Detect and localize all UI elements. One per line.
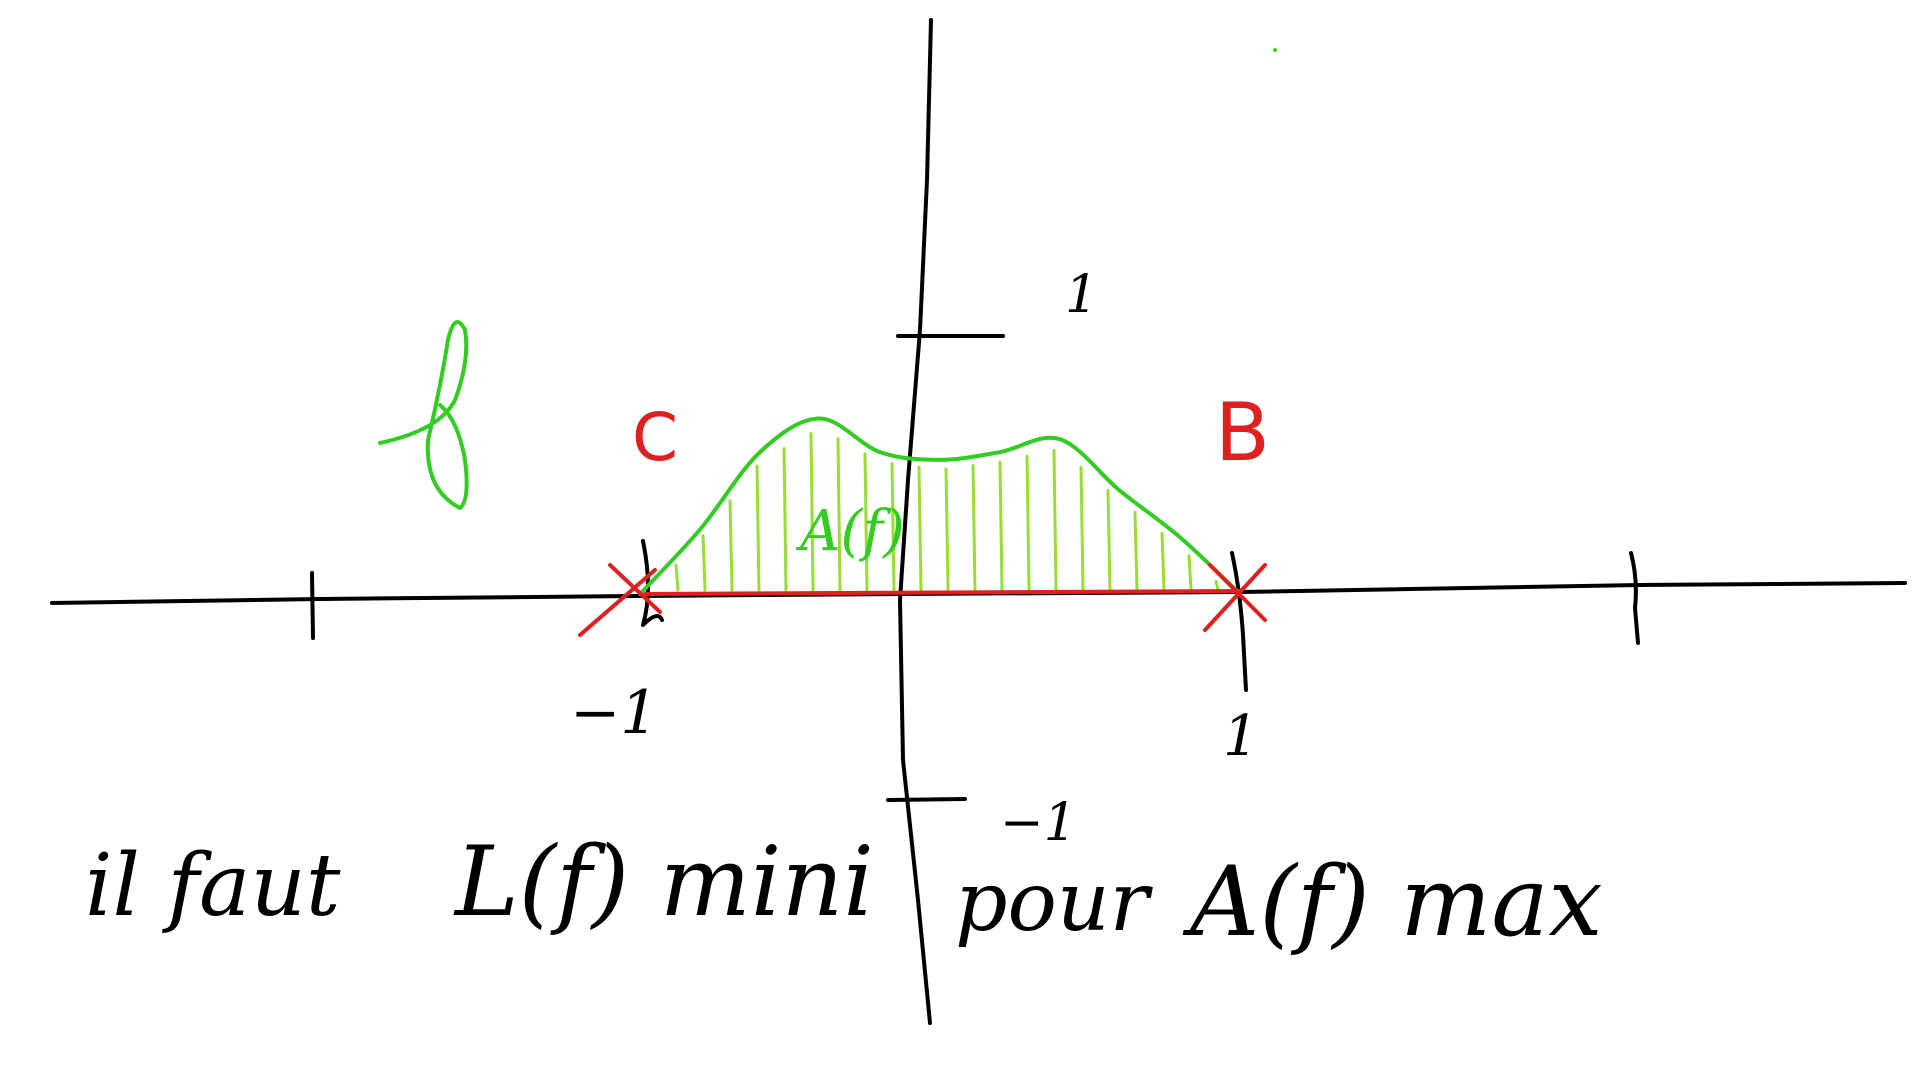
segment-cb xyxy=(638,589,1242,596)
point-c-mark xyxy=(578,563,662,637)
hatch-line xyxy=(998,460,1004,592)
hatch-line xyxy=(701,534,707,592)
x-tick-label-plus1: 1 xyxy=(1223,704,1259,769)
x-tick-minus1 xyxy=(641,539,664,627)
hatch-line xyxy=(863,452,869,592)
hatch-line xyxy=(890,462,896,592)
hatch-line xyxy=(1052,448,1058,592)
caption-length: L(f) mini xyxy=(453,826,874,938)
y-tick-minus1 xyxy=(886,797,967,802)
area-label: A(f) xyxy=(795,499,905,564)
caption-area: A(f) max xyxy=(1182,846,1603,958)
hatch-line xyxy=(728,499,734,592)
y-tick-label-plus1: 1 xyxy=(1065,265,1098,325)
hatch-line xyxy=(1025,454,1031,592)
area-hatching xyxy=(674,432,1220,592)
hatch-line xyxy=(1079,465,1085,592)
caption-pour: pour xyxy=(955,855,1154,950)
hatch-line xyxy=(971,464,977,592)
point-b-mark xyxy=(1203,563,1267,632)
x-tick-plus1 xyxy=(1230,551,1248,692)
y-tick-label-minus1: −1 xyxy=(1000,793,1077,853)
y-axis xyxy=(898,18,933,1025)
hatch-line xyxy=(755,464,761,592)
hatch-line xyxy=(1214,579,1220,592)
point-b-label: B xyxy=(1215,386,1270,479)
hatch-line xyxy=(1187,554,1193,592)
x-tick-label-minus1: −1 xyxy=(570,678,658,748)
point-c-label: C xyxy=(632,399,678,476)
hatch-line xyxy=(674,563,680,592)
stray-dot xyxy=(1273,48,1277,52)
hatch-line xyxy=(782,447,788,592)
hatch-line xyxy=(944,467,950,592)
hatch-line xyxy=(1160,531,1166,592)
curve-f xyxy=(638,416,1242,596)
x-tick-plus2 xyxy=(1629,551,1640,645)
hatch-line xyxy=(1106,488,1112,592)
caption-il-faut: il faut xyxy=(85,836,341,936)
hatch-line xyxy=(836,437,842,592)
hatch-line xyxy=(809,432,815,592)
hatch-line xyxy=(917,465,923,592)
function-f-glyph xyxy=(378,320,469,510)
hatch-line xyxy=(1133,510,1139,592)
x-tick-minus2 xyxy=(310,571,315,640)
